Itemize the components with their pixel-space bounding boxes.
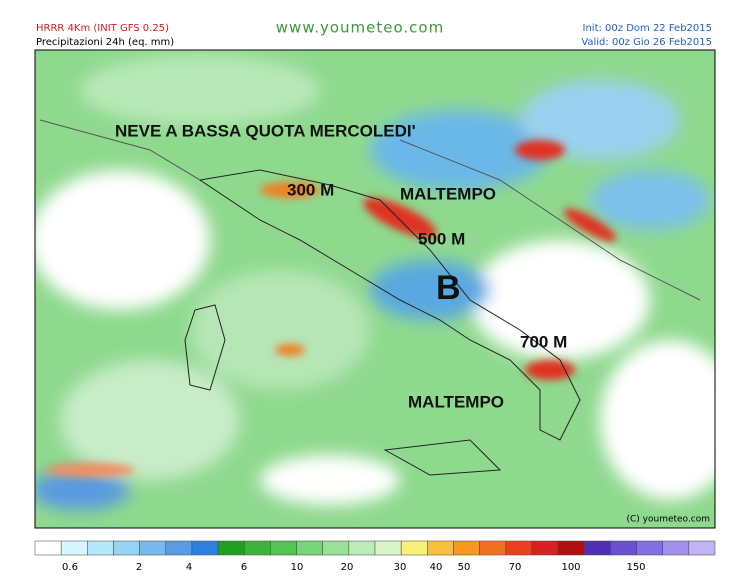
annotation: NEVE A BASSA QUOTA MERCOLEDI' — [115, 121, 416, 140]
legend-swatch — [60, 540, 88, 556]
annotation: 700 M — [520, 332, 567, 351]
field-label: Precipitazioni 24h (eq. mm) — [36, 37, 174, 48]
legend-label: 10 — [291, 562, 304, 573]
annotation: B — [436, 269, 461, 307]
legend-swatch — [662, 540, 690, 556]
legend-swatch — [400, 540, 428, 556]
legend-label: 2 — [136, 562, 142, 573]
annotation: MALTEMPO — [408, 392, 504, 411]
legend-label: 6 — [241, 562, 247, 573]
legend-swatch — [34, 540, 62, 556]
valid-label: Valid: 00z Gio 26 Feb2015 — [581, 37, 712, 48]
annotation: 300 M — [287, 180, 334, 199]
legend-swatch — [583, 540, 611, 556]
legend-label: 20 — [341, 562, 354, 573]
legend-swatch — [113, 540, 140, 556]
legend-swatch — [296, 540, 323, 556]
legend-swatch — [688, 540, 716, 556]
legend-label: 150 — [626, 562, 645, 573]
annotation: 500 M — [418, 229, 465, 248]
legend-label: 100 — [561, 562, 580, 573]
site-label: www.youmeteo.com — [276, 19, 444, 37]
legend-swatch — [243, 540, 271, 556]
legend-swatch — [374, 540, 402, 556]
annotation: MALTEMPO — [400, 184, 496, 203]
legend-label: 70 — [509, 562, 522, 573]
legend-swatch — [427, 540, 454, 556]
legend-swatch — [139, 540, 167, 556]
legend-label: 0.6 — [62, 562, 78, 573]
legend-label: 30 — [394, 562, 407, 573]
legend-swatch — [505, 540, 533, 556]
legend-swatch — [479, 540, 507, 556]
legend-swatch — [322, 540, 350, 556]
init-label: Init: 00z Dom 22 Feb2015 — [583, 23, 712, 34]
model-label: HRRR 4Km (INIT GFS 0.25) — [36, 23, 169, 34]
legend-swatch — [348, 540, 376, 556]
legend-swatch — [165, 540, 193, 556]
legend-swatch — [453, 540, 480, 556]
copyright: (C) youmeteo.com — [626, 515, 710, 525]
legend-swatch — [636, 540, 663, 556]
legend-swatch — [270, 540, 297, 556]
legend-swatch — [191, 540, 219, 556]
legend-label: 50 — [458, 562, 471, 573]
legend-label: 40 — [430, 562, 443, 573]
legend-swatch — [610, 540, 637, 556]
legend-swatch — [87, 540, 114, 556]
map-frame — [34, 49, 716, 529]
legend-swatch — [531, 540, 559, 556]
legend-swatch — [557, 540, 585, 556]
legend-label: 4 — [186, 562, 192, 573]
color-legend: 0.6 2 4 6 10 20 30 40 50 70 100 150 — [34, 540, 716, 573]
map — [35, 50, 715, 528]
legend-swatch — [217, 540, 245, 556]
